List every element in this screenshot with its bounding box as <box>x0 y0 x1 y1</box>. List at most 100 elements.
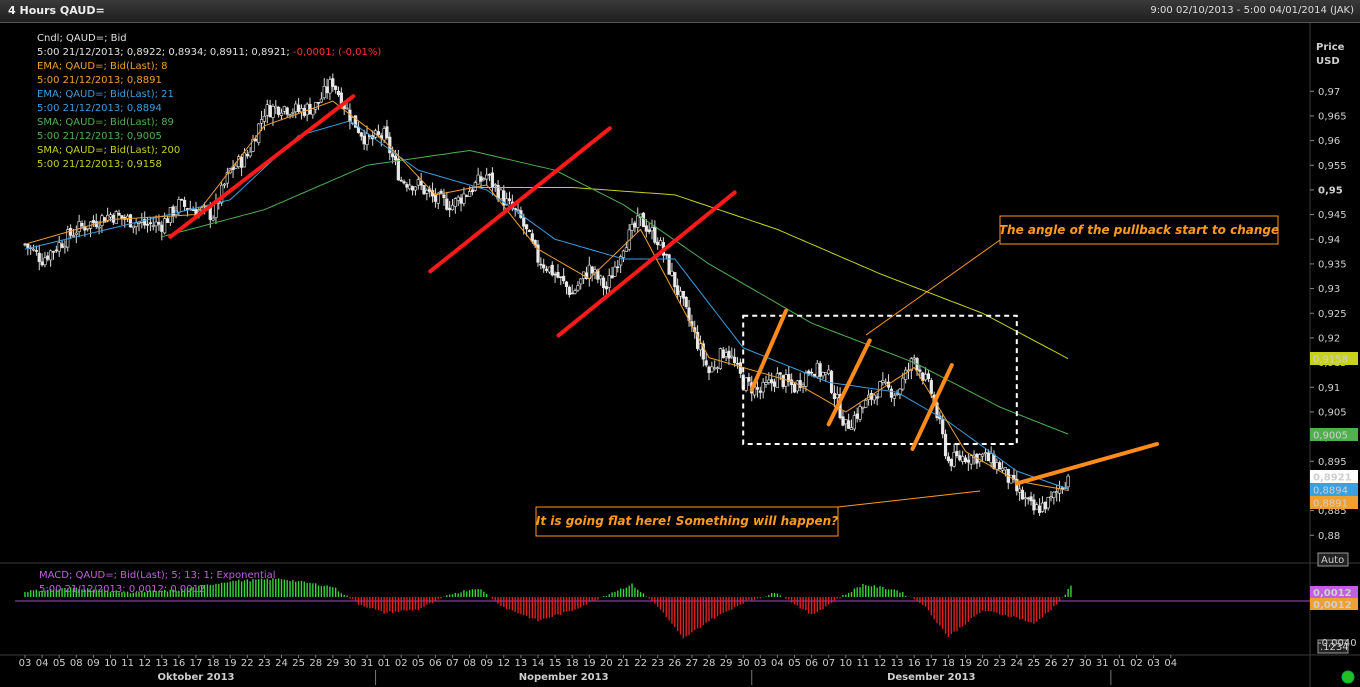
x-tick-label: 06 <box>429 658 442 669</box>
date-range[interactable]: 9:00 02/10/2013 - 5:00 04/01/2014 (JAK) <box>1150 5 1354 16</box>
price-badge-label: 0,8894 <box>1313 486 1348 497</box>
x-tick-label: 27 <box>686 658 699 669</box>
candle-body <box>376 131 381 135</box>
candle-body <box>844 419 848 425</box>
candle-body <box>43 257 47 266</box>
candle-body <box>291 112 295 114</box>
candle-body <box>507 198 512 202</box>
auto-scale-label: Auto <box>1321 555 1344 566</box>
candle-body <box>847 420 851 429</box>
ema8-line <box>24 100 1069 491</box>
candle-body <box>1029 496 1033 502</box>
candle-body <box>382 128 386 141</box>
x-tick-label: 13 <box>891 658 904 669</box>
candle-body <box>391 153 395 158</box>
candle-body <box>707 366 711 374</box>
flat-callout-box <box>535 506 839 537</box>
x-tick-label: 23 <box>651 658 664 669</box>
candle-body <box>524 224 529 230</box>
x-tick-label: 17 <box>190 658 203 669</box>
candle-body <box>710 366 714 373</box>
candle-body <box>248 151 252 157</box>
candle-body <box>761 382 765 393</box>
candle-body <box>305 103 309 116</box>
candle-body <box>941 419 945 435</box>
candle-body <box>864 400 868 408</box>
legend-entry: EMA; QAUD=; Bid(Last); 8 <box>37 61 168 72</box>
candle-body <box>701 343 705 360</box>
candle-body <box>721 349 725 359</box>
orange-trendline <box>749 308 788 392</box>
candle-body <box>134 222 138 227</box>
x-tick-label: 24 <box>275 658 288 669</box>
candle-body <box>285 107 289 115</box>
x-tick-label: 05 <box>412 658 425 669</box>
candle-body <box>855 413 859 419</box>
red-trendline <box>168 94 356 239</box>
macd-scale-button[interactable] <box>1317 639 1349 654</box>
candle-body <box>442 194 446 199</box>
candle-body <box>730 355 734 358</box>
candle-body <box>678 290 683 297</box>
candle-body <box>259 119 264 124</box>
candle-body <box>419 180 423 186</box>
candle-body <box>294 103 298 112</box>
candle-body <box>704 360 708 366</box>
x-tick-label: 05 <box>788 658 801 669</box>
candle-body <box>80 223 84 227</box>
candle-body <box>547 266 551 273</box>
trendlines <box>168 94 1160 486</box>
candle-body <box>191 209 195 212</box>
candle-body <box>1020 489 1025 500</box>
candle-body <box>91 220 95 223</box>
candle-body <box>527 229 532 233</box>
x-tick-label: 30 <box>737 658 750 669</box>
candle-body <box>425 189 429 194</box>
candle-body <box>311 108 315 116</box>
candle-body <box>980 453 985 457</box>
candle-body <box>767 379 771 383</box>
macd-scale-label: .1234 <box>1320 642 1349 653</box>
orange-trendline <box>826 338 872 427</box>
candle-body <box>1040 502 1045 512</box>
candle-body <box>858 406 862 420</box>
candle-body <box>653 226 657 243</box>
candle-body <box>334 85 338 90</box>
price-badge-label: 0,9158 <box>1313 355 1348 366</box>
macd-legend-entry: MACD; QAUD=; Bid(Last); 5; 13; 1; Expone… <box>39 570 276 581</box>
price-badge <box>1310 496 1358 509</box>
legend-entry: SMA; QAUD=; Bid(Last); 89 <box>37 117 174 128</box>
candle-body <box>667 254 671 275</box>
orange-trendline <box>910 363 954 451</box>
candle-body <box>901 377 905 390</box>
x-tick-label: 09 <box>87 658 100 669</box>
candle-body <box>490 172 495 188</box>
candle-body <box>416 179 420 186</box>
candle-body <box>234 165 238 169</box>
candle-body <box>804 372 808 387</box>
candle-body <box>240 156 244 168</box>
price-tick-label: 0,905 <box>1318 407 1347 418</box>
price-tick-label: 0,955 <box>1318 161 1347 172</box>
candle-body <box>476 174 480 185</box>
candle-body <box>613 266 617 277</box>
flat-callout-line <box>837 490 981 508</box>
price-badge <box>1310 352 1358 365</box>
candle-body <box>821 372 825 377</box>
candle-body <box>37 252 41 262</box>
auto-scale-button[interactable] <box>1317 552 1349 567</box>
candle-body <box>610 275 614 279</box>
candle-body <box>1049 496 1053 499</box>
candle-body <box>684 296 688 308</box>
candle-body <box>433 194 438 202</box>
candle-body <box>493 184 497 186</box>
candle-body <box>827 369 831 375</box>
candle-body <box>359 132 363 137</box>
chart-background <box>0 23 1360 687</box>
candle-body <box>727 350 731 359</box>
candle-body <box>969 455 973 465</box>
candle-body <box>604 286 608 290</box>
candle-body <box>1035 504 1039 510</box>
candle-body <box>809 371 814 374</box>
